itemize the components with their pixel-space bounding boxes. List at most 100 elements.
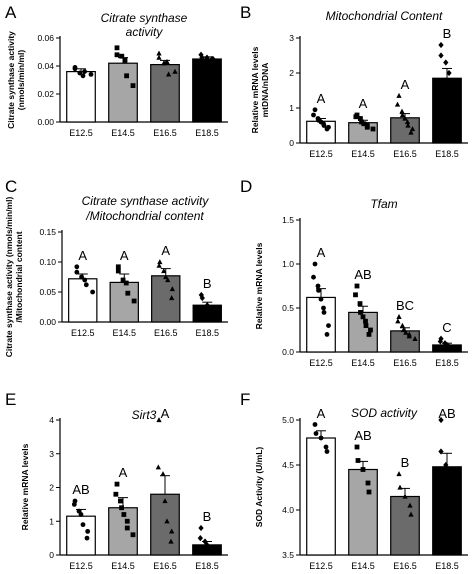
panel-a-point-0-4 (82, 69, 87, 74)
panel-d-category-0: E12.5 (309, 358, 333, 368)
panel-c-point-2-6 (169, 295, 175, 301)
panel-c-bar-2 (151, 275, 181, 323)
panel-d-letter: D (240, 177, 252, 196)
panel-b-point-2-3 (399, 112, 406, 118)
panel-f-point-1-3 (365, 480, 371, 486)
panel-e-point-0-3 (78, 512, 84, 517)
panel-c-title-line-2: /Mitochondrial content (85, 209, 204, 223)
panel-e-point-1-2 (118, 498, 123, 504)
panel-a-point-3-2 (204, 54, 210, 61)
panel-d-point-2-7 (412, 335, 418, 341)
panel-e-point-2-0 (156, 417, 162, 423)
panel-c-point-1-3 (123, 280, 129, 286)
panel-d-bar-0 (306, 296, 336, 353)
panel-d-category-2: E16.5 (393, 358, 417, 368)
panel-b-sig-label-0: A (317, 91, 326, 106)
panel-c-category-2: E16.5 (154, 328, 178, 338)
panel-d-category-3: E18.5 (435, 358, 459, 368)
panel-f-ytick-label-0: 3.5 (282, 550, 294, 560)
panel-f-category-3: E18.5 (435, 561, 459, 571)
panel-d-point-0-2 (315, 283, 321, 289)
panel-e-point-0-1 (71, 501, 77, 507)
panel-f-bar-0 (306, 437, 336, 556)
panel-f-point-0-0 (312, 422, 318, 427)
panel-c-ytick-label-2: 0.10 (39, 257, 56, 267)
panel-a-ylabel-line-2: (nmols/min/ml) (16, 50, 26, 111)
panel-f-point-3-4 (447, 479, 454, 487)
panel-e-point-3-1 (197, 535, 203, 542)
panel-e-point-0-6 (84, 535, 90, 541)
panel-f-point-3-5 (454, 502, 460, 509)
panel-d-point-2-2 (399, 322, 406, 328)
panel-b-point-3-3 (446, 69, 452, 77)
panel-f-point-2-1 (397, 484, 403, 490)
panel-b-point-2-7 (409, 126, 416, 132)
panel-c-point-0-2 (79, 274, 84, 280)
panel-a-point-2-4 (165, 71, 172, 77)
panel-a-point-0-1 (72, 65, 78, 70)
panel-c-ytick-label-3: 0.15 (39, 227, 56, 237)
panel-b-point-3-4 (447, 83, 454, 91)
panel-a-ytick-label-1: 0.02 (37, 89, 54, 99)
panel-f-ylabel: SOD Activity (U/mL) (254, 447, 264, 528)
panel-e-point-1-4 (121, 512, 127, 517)
panel-b-category-1: E14.5 (351, 149, 375, 159)
panel-d-point-2-3 (400, 327, 407, 333)
panel-c-ytick-label-0: 0.00 (39, 317, 56, 327)
panel-c-point-2-3 (163, 274, 169, 280)
panel-f-point-0-1 (313, 431, 319, 436)
panel-e-ytick-label-2: 2 (49, 483, 54, 493)
panel-e-bar-2 (150, 493, 180, 556)
panel-c-point-2-4 (165, 277, 171, 283)
panel-c-category-1: E14.5 (112, 328, 136, 338)
panel-b-bar-0 (306, 120, 336, 144)
panel-a-ylabel-line-1: Citrate synthase activity (6, 31, 16, 129)
panel-f-point-1-0 (354, 444, 360, 450)
panel-c-point-2-1 (156, 262, 162, 268)
panel-b-point-3-1 (438, 52, 444, 59)
panel-b-point-2-8 (408, 129, 414, 135)
panel-d-point-3-1 (437, 338, 443, 345)
panel-a-bar-0 (66, 70, 96, 123)
panel-d-ylabel-line-1: Relative mRNA levels (254, 242, 264, 329)
panel-f-category-2: E16.5 (393, 561, 417, 571)
panel-a-title-line-2: activity (126, 25, 164, 39)
panel-b-point-1-2 (358, 116, 363, 121)
panel-f-ylabel-line-1: SOD Activity (U/mL) (254, 447, 264, 528)
panel-d: D Tfam Relative mRNA levels 0.0 0.5 1.0 1.5 E12… (240, 177, 468, 368)
panel-a-point-2-1 (156, 54, 162, 60)
panel-f-point-1-2 (360, 467, 366, 472)
panel-b-sig-label-2: A (401, 77, 410, 92)
panel-a-point-0-5 (88, 72, 94, 77)
panel-e-ytick-label-3: 3 (49, 449, 54, 459)
panel-a-point-1-3 (122, 58, 128, 63)
panel-e-title-line-1: Sirt3 (132, 408, 157, 422)
panel-d-point-0-6 (321, 310, 327, 315)
panel-f-letter: F (240, 390, 250, 409)
panel-d-point-1-3 (358, 310, 363, 315)
panel-b-category-2: E16.5 (393, 149, 417, 159)
panel-e-point-3-6 (210, 548, 216, 555)
panel-e-point-2-5 (169, 528, 175, 534)
panel-e-sig-label-0: AB (72, 482, 89, 497)
panel-a-point-2-3 (164, 58, 170, 64)
panel-b-ylabel-line-1: Relative mRNA levels (250, 46, 260, 133)
panel-b-ytick-label-0: 0 (289, 138, 294, 148)
panel-e-sig-label-3: B (203, 509, 212, 524)
panel-d-point-0-0 (312, 261, 318, 267)
panel-b-point-0-6 (321, 123, 327, 128)
panel-e-bar-0 (66, 515, 96, 556)
panel-b-point-0-0 (312, 107, 318, 113)
panel-d-sig-label-1: AB (354, 267, 371, 282)
panel-d-category-1: E14.5 (351, 358, 375, 368)
panel-d-ytick-label-3: 1.5 (282, 215, 294, 225)
panel-b-bar-3 (432, 77, 462, 144)
panel-c-point-0-1 (74, 269, 80, 275)
panel-d-point-0-1 (311, 274, 316, 280)
panel-b-point-1-6 (364, 124, 370, 130)
panel-d-point-1-7 (368, 327, 373, 333)
panel-a-point-3-4 (210, 55, 216, 63)
panel-d-point-1-5 (363, 318, 368, 324)
panel-b-ylabel-line-2: mtDNA/nDNA (260, 63, 270, 118)
